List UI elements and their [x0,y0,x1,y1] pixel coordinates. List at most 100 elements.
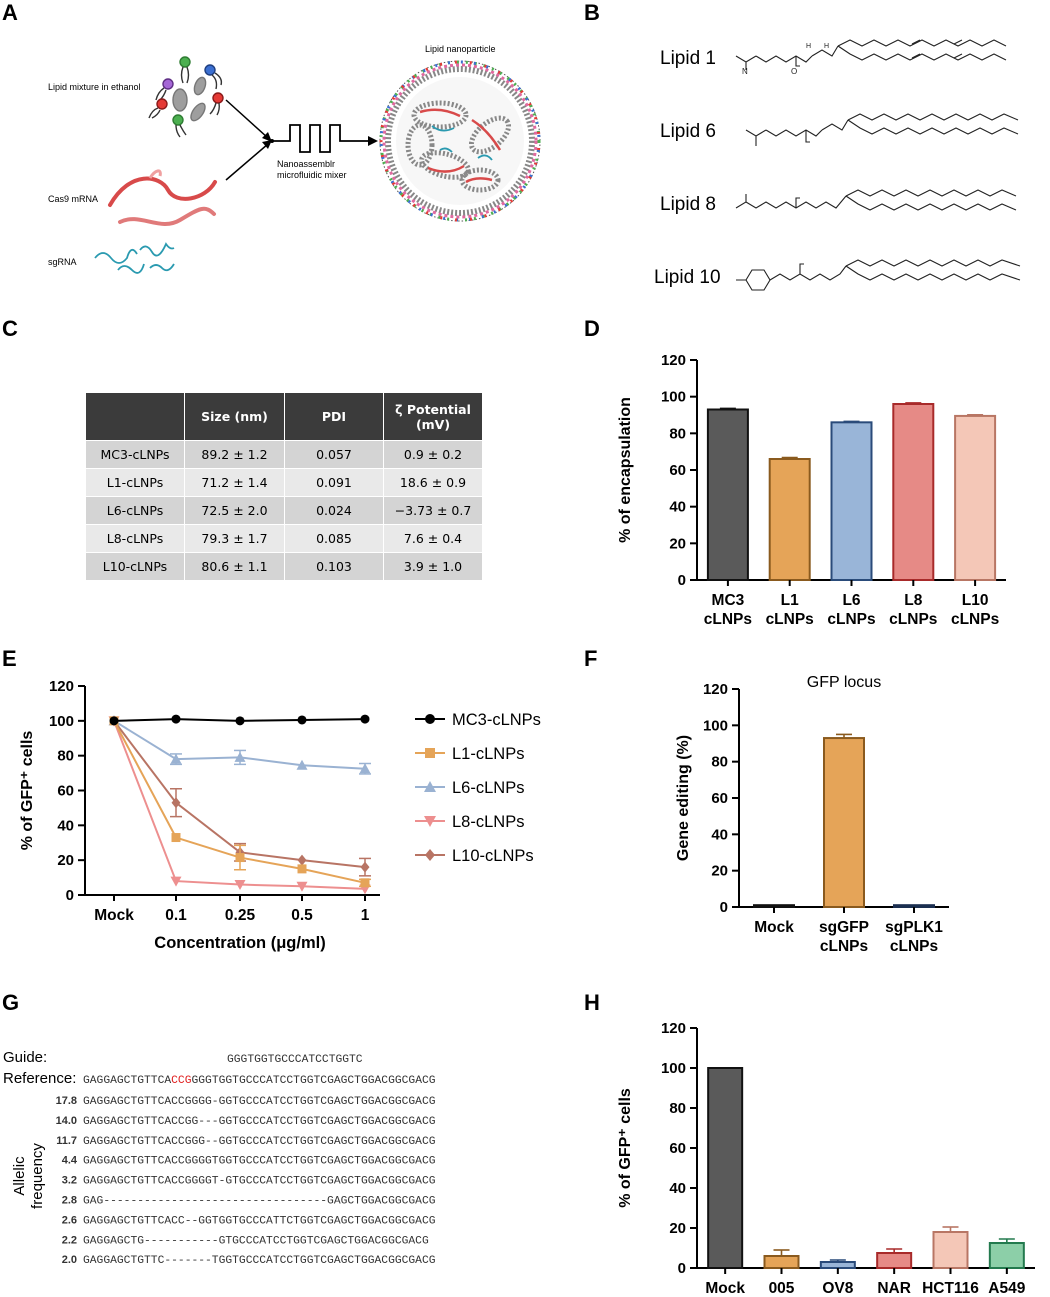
allele-frequency: 2.2 [62,1234,77,1246]
table-cell-name: MC3-cLNPs [85,440,185,469]
legend-entry: L8-cLNPs [415,813,524,831]
y-tick-label: 100 [661,389,686,406]
allele-sequence: GAGGAGCTGTTCACCGGGG-GGTGCCCATCCTGGTCGAGC… [83,1096,436,1108]
x-tick-label: 005 [769,1280,795,1297]
bar [892,403,935,581]
table-cell-size: 72.5 ± 2.0 [184,496,285,525]
panel-label-a: A [2,0,18,25]
panel-label-h: H [584,990,600,1015]
table-cell-size: 71.2 ± 1.4 [184,468,285,497]
y-tick-label: 0 [678,1260,686,1277]
data-point [296,759,308,770]
allele-sequence: GAGGAGCTG-----------GTGCCCATCCTGGTCGAGCT… [83,1235,429,1247]
lipid-1-structure [735,39,1007,70]
bar [954,414,997,581]
allele-sequence: GAGGAGCTGTTC-------TGGTGCCCATCCTGGTCGAGC… [83,1255,436,1267]
data-point [360,861,370,873]
table-row: MC3-cLNPs 89.2 ± 1.2 0.057 0.9 ± 0.2 [85,440,483,469]
table-header-size: Size (nm) [184,392,285,441]
x-tick-label: 0.25 [225,907,256,924]
x-tick-label: L6 [842,592,860,609]
chart-gfp-dose-response: 0 20 40 60 80 100 120 % of GFP⁺ cells Mock 0.1 0.2… [19,678,541,952]
y-tick-label: 40 [57,817,74,834]
x-tick-label: L1 [781,592,799,609]
table-header-zeta: ζ Potential (mV) [383,392,483,441]
y-tick-label: 0 [678,572,686,589]
table-cell-name: L1-cLNPs [85,468,185,497]
panel-label-c: C [2,316,18,341]
y-tick-label: 40 [711,826,728,843]
reference-label: Reference: [3,1070,76,1087]
lipid-10-structure [736,259,1021,291]
reference-pam: CCG [171,1075,192,1087]
nanoparticle-properties-table: Size (nm) PDI ζ Potential (mV) MC3-cLNPs… [85,392,483,581]
table-row: L6-cLNPs 72.5 ± 2.0 0.024 −3.73 ± 0.7 [85,496,483,525]
y-axis-label: % of GFP⁺ cells [19,731,36,851]
chart-title: GFP locus [807,674,881,691]
table-cell-size: 89.2 ± 1.2 [184,440,285,469]
table-row: L1-cLNPs 71.2 ± 1.4 0.091 18.6 ± 0.9 [85,468,483,497]
reference-seq-post: GGGTGGTGCCCATCCTGGTCGAGCTGGACGGCGACG [191,1075,435,1087]
table-cell-size: 80.6 ± 1.1 [184,552,285,581]
x-tick-label: Mock [754,919,794,936]
data-point [425,849,435,861]
panel-label-b: B [584,0,600,25]
panel-a-schematic: Lipid mixture in ethanol Nanoassemblr mi… [48,44,541,274]
table-cell-name: L8-cLNPs [85,524,185,553]
series-L1-cLNPs [109,716,371,888]
svg-text:N: N [742,67,748,76]
y-tick-label: 80 [711,754,728,771]
table-cell-name: L10-cLNPs [85,552,185,581]
table-cell-pdi: 0.057 [284,440,384,469]
guide-label: Guide: [3,1049,47,1066]
allelic-frequency-axis-line1: Allelic [11,1156,28,1196]
x-tick-label: sgGFP [819,919,869,936]
panel-label-g: G [2,990,20,1015]
y-tick-label: 100 [703,717,728,734]
x-tick-label: HCT116 [922,1280,979,1297]
bar [830,421,873,582]
x-tick-label: cLNPs [951,611,999,628]
svg-text:O: O [791,67,797,76]
sgrna-strands [94,242,175,274]
y-tick-label: 100 [661,1060,686,1077]
y-tick-label: 20 [669,1220,686,1237]
panel-g-alignment: Guide: GGGTGGTGCCCATCCTGGTC Reference: G… [3,1049,436,1267]
y-tick-label: 0 [720,899,728,916]
allele-rows: 17.8 GAGGAGCTGTTCACCGGGG-GGTGCCCATCCTGGTC… [56,1095,436,1267]
lipid-mixture-label: Lipid mixture in ethanol [48,82,141,92]
allele-frequency: 17.8 [56,1095,77,1107]
data-point [170,753,182,764]
y-tick-label: 60 [669,462,686,479]
lipid-1-label: Lipid 1 [660,48,716,69]
bar [753,904,795,909]
allele-frequency: 2.0 [62,1254,77,1266]
lipid-10-label: Lipid 10 [654,267,721,288]
data-point [360,714,370,724]
y-tick-label: 20 [669,535,686,552]
microfluidic-mixer-icon [272,124,372,153]
allele-sequence: GAGGAGCTGTTCACCGGG--GGTGCCCATCCTGGTCGAGC… [83,1136,436,1148]
x-tick-label: Mock [94,907,134,924]
data-point [359,763,371,774]
bar [819,1261,856,1269]
sgrna-label: sgRNA [48,257,77,267]
bar [893,904,935,909]
y-tick-label: 40 [669,1180,686,1197]
chart-gfp-cell-lines: 0 20 40 60 80 100 120 % of GFP⁺ cells Mock 005 OV8… [617,1020,1035,1297]
y-tick-label: 80 [669,1100,686,1117]
x-tick-label: A549 [988,1280,1025,1297]
allele-frequency: 2.8 [62,1195,77,1207]
series-MC3-cLNPs [109,714,370,726]
table-cell-zeta: 3.9 ± 1.0 [383,552,483,581]
x-tick-label: L10 [962,592,989,609]
y-tick-label: 20 [57,852,74,869]
data-point [235,853,245,863]
y-tick-label: 0 [66,887,74,904]
svg-text:H: H [824,43,829,50]
legend-label: MC3-cLNPs [452,711,541,729]
cas9-mrna-strand [108,176,217,207]
table-cell-pdi: 0.085 [284,524,384,553]
x-tick-label: 0.1 [165,907,187,924]
y-tick-label: 100 [49,713,74,730]
